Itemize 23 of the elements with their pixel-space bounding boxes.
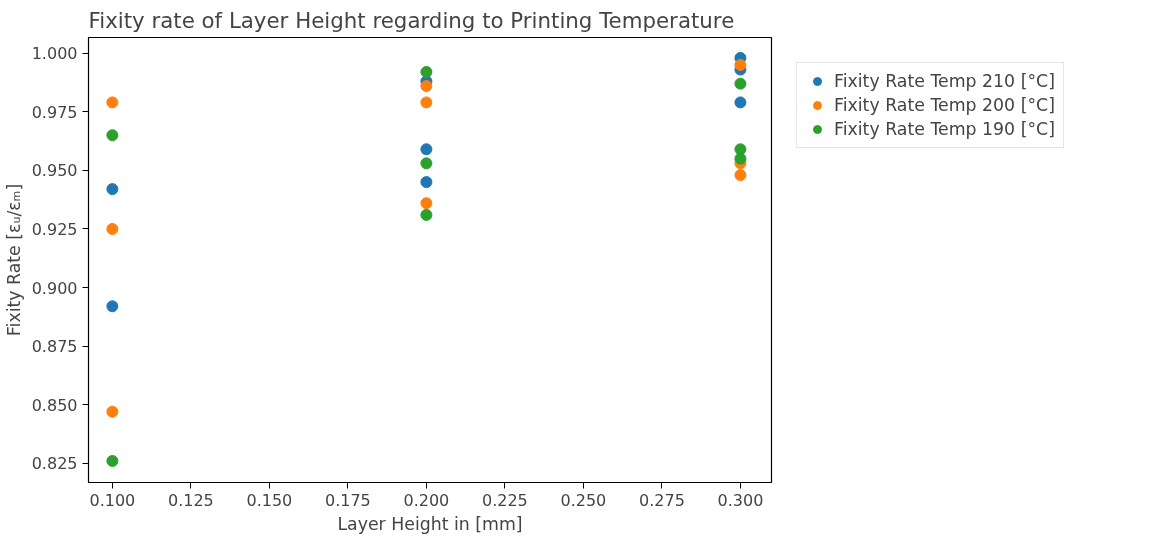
x-tick-label: 0.175 bbox=[324, 490, 371, 510]
y-tick-label: 0.875 bbox=[31, 337, 78, 357]
legend-label: Fixity Rate Temp 190 [°C] bbox=[834, 119, 1055, 139]
x-tick-label: 0.150 bbox=[246, 490, 293, 510]
x-tick-label: 0.250 bbox=[560, 490, 607, 510]
chart-title: Fixity rate of Layer Height regarding to Printing Temperature bbox=[88, 7, 735, 33]
y-tick-label: 0.900 bbox=[31, 278, 78, 298]
x-tick-label: 0.300 bbox=[717, 490, 764, 510]
y-tick-label: 0.975 bbox=[31, 102, 78, 122]
y-tick-label: 0.825 bbox=[31, 454, 78, 474]
x-tick-label: 0.275 bbox=[639, 490, 685, 510]
y-tick-label: 1.000 bbox=[31, 44, 78, 64]
legend-label: Fixity Rate Temp 210 [°C] bbox=[834, 71, 1055, 91]
legend-label: Fixity Rate Temp 200 [°C] bbox=[834, 95, 1055, 115]
y-axis-title: Fixity Rate [εᵤ/εₘ] bbox=[3, 183, 24, 337]
x-tick-label: 0.100 bbox=[89, 490, 136, 510]
y-tick-label: 0.850 bbox=[31, 395, 78, 415]
x-tick-label: 0.125 bbox=[167, 490, 214, 510]
x-tick-label: 0.200 bbox=[403, 490, 450, 510]
x-axis-title: Layer Height in [mm] bbox=[337, 513, 523, 534]
y-tick-label: 0.925 bbox=[31, 219, 78, 239]
y-tick-label: 0.950 bbox=[31, 161, 78, 181]
x-tick-label: 0.225 bbox=[481, 490, 528, 510]
